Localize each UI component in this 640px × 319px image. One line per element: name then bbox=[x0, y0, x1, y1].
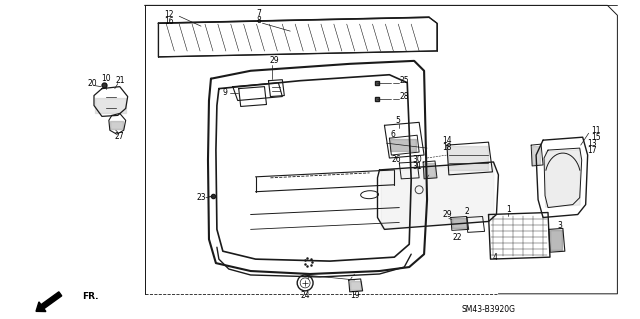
Text: 7: 7 bbox=[256, 9, 261, 18]
Text: 17: 17 bbox=[587, 145, 596, 155]
Text: 4: 4 bbox=[493, 253, 498, 262]
Text: 13: 13 bbox=[587, 139, 596, 148]
Text: 14: 14 bbox=[442, 136, 452, 145]
Text: SM43-B3920G: SM43-B3920G bbox=[461, 305, 515, 314]
Text: 20: 20 bbox=[87, 79, 97, 88]
Text: 21: 21 bbox=[115, 76, 125, 85]
Text: 29: 29 bbox=[442, 210, 452, 219]
Text: 29: 29 bbox=[269, 56, 279, 65]
Text: 27: 27 bbox=[115, 132, 125, 141]
Text: 28: 28 bbox=[399, 92, 409, 101]
Text: 26: 26 bbox=[392, 155, 401, 165]
Text: 1: 1 bbox=[506, 205, 511, 214]
Text: 9: 9 bbox=[222, 88, 227, 97]
Text: 30: 30 bbox=[412, 155, 422, 165]
Text: 3: 3 bbox=[557, 221, 563, 230]
Text: 24: 24 bbox=[300, 291, 310, 300]
Text: 19: 19 bbox=[350, 291, 360, 300]
Text: FR.: FR. bbox=[82, 292, 99, 301]
Text: 8: 8 bbox=[256, 16, 261, 25]
Text: 11: 11 bbox=[591, 126, 600, 135]
Text: 25: 25 bbox=[399, 76, 409, 85]
Text: 16: 16 bbox=[164, 17, 174, 26]
FancyArrow shape bbox=[36, 292, 61, 312]
Text: 31: 31 bbox=[412, 162, 422, 171]
Text: 22: 22 bbox=[452, 233, 461, 242]
Text: 5: 5 bbox=[395, 116, 400, 125]
Text: 18: 18 bbox=[442, 143, 452, 152]
Text: 6: 6 bbox=[391, 130, 396, 139]
Text: 2: 2 bbox=[465, 207, 469, 216]
Text: 15: 15 bbox=[591, 133, 600, 142]
Text: 12: 12 bbox=[164, 10, 174, 19]
Text: 10: 10 bbox=[101, 74, 111, 83]
Text: 23: 23 bbox=[196, 193, 206, 202]
